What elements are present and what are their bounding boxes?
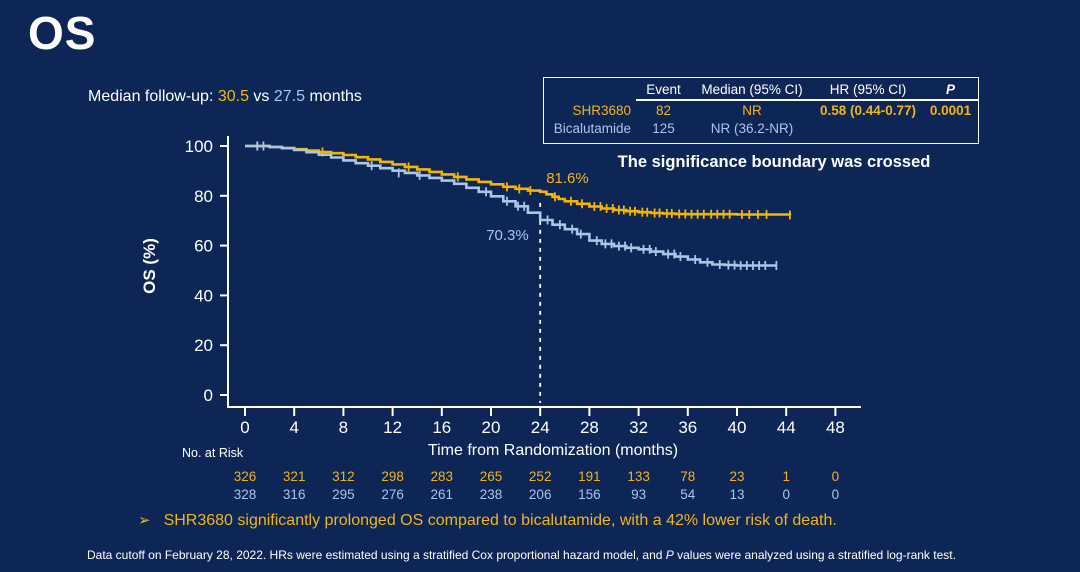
stats-event-value: 125 (652, 121, 675, 136)
svg-text:265: 265 (480, 469, 503, 484)
median-followup-line: Median follow-up: 30.5 vs 27.5 months (88, 88, 362, 106)
svg-text:8: 8 (339, 418, 348, 437)
stats-header-median: Median (95% CI) (691, 80, 813, 101)
censor-marks-shr3680 (256, 141, 791, 220)
svg-text:328: 328 (234, 487, 257, 502)
svg-text:78: 78 (680, 469, 695, 484)
stats-header-p: P (923, 80, 978, 101)
svg-text:32: 32 (629, 418, 648, 437)
stats-hr-value: 0.58 (0.44-0.77) (819, 102, 917, 118)
svg-text:321: 321 (283, 469, 306, 484)
x-axis-label: Time from Randomization (months) (428, 442, 678, 459)
median-followup-prefix: Median follow-up: (88, 88, 218, 105)
y-axis-ticks: 0 20 40 60 80 100 (185, 137, 228, 405)
svg-text:Time from Randomization (month: Time from Randomization (months) (428, 442, 678, 459)
svg-text:48: 48 (826, 418, 845, 437)
svg-text:54: 54 (680, 487, 696, 502)
at-risk-table: No. at Risk (182, 446, 244, 460)
svg-text:44: 44 (777, 418, 796, 437)
svg-text:24: 24 (531, 418, 550, 437)
svg-text:238: 238 (480, 487, 503, 502)
censor-marks-bicalutamide (256, 141, 778, 271)
stats-header-row: Event Median (95% CI) HR (95% CI) P (544, 80, 978, 101)
km-curve-shr3680 (245, 144, 792, 216)
svg-text:12: 12 (383, 418, 402, 437)
svg-text:4: 4 (289, 418, 298, 437)
significance-callout: The significance boundary was crossed (617, 153, 931, 171)
svg-text:20: 20 (194, 336, 213, 355)
x-axis-ticks: 0 4 8 12 16 20 24 28 32 36 40 44 48 (240, 407, 845, 437)
stats-row-label: Bicalutamide (553, 121, 631, 136)
median-followup-shr3680: 30.5 (217, 88, 249, 105)
svg-text:295: 295 (332, 487, 355, 502)
svg-text:16: 16 (432, 418, 451, 437)
stats-header-event: Event (636, 80, 691, 101)
median-followup-suffix: months (305, 88, 362, 105)
svg-text:93: 93 (631, 487, 646, 502)
svg-text:326: 326 (234, 469, 257, 484)
svg-text:298: 298 (381, 469, 404, 484)
svg-text:191: 191 (578, 469, 601, 484)
svg-text:28: 28 (580, 418, 599, 437)
stats-median-value: NR (742, 102, 762, 118)
svg-text:1: 1 (782, 469, 790, 484)
svg-text:0: 0 (832, 469, 840, 484)
svg-text:100: 100 (185, 137, 213, 156)
svg-text:206: 206 (529, 487, 552, 502)
svg-text:0: 0 (832, 487, 840, 502)
stats-row-bicalutamide: Bicalutamide 125 NR (36.2-NR) (544, 119, 978, 138)
median-followup-bicalutamide: 27.5 (273, 88, 306, 105)
svg-text:0: 0 (240, 418, 249, 437)
svg-text:276: 276 (381, 487, 404, 502)
conclusion-bullet: ➢ SHR3680 significantly prolonged OS comp… (138, 511, 837, 530)
footnote-part1: Data cutoff on February 28, 2022. HRs we… (87, 548, 666, 562)
svg-text:40: 40 (194, 286, 213, 305)
svg-text:316: 316 (283, 487, 306, 502)
stats-header-hr: HR (95% CI) (813, 80, 923, 101)
at-risk-row-shr3680: 326 321 312 298 283 265 252 191 133 78 23 1 0 (234, 469, 839, 484)
svg-text:261: 261 (431, 487, 454, 502)
stats-row-label: SHR3680 (572, 102, 631, 118)
at-risk-row-bicalutamide: 328 316 295 276 261 238 206 156 93 54 13 0 0 (234, 487, 839, 502)
conclusion-text: SHR3680 significantly prolonged OS compa… (163, 512, 837, 529)
km-curve-bicalutamide (245, 144, 777, 267)
footnote: Data cutoff on February 28, 2022. HRs we… (87, 548, 956, 562)
svg-text:20: 20 (482, 418, 501, 437)
svg-text:80: 80 (194, 187, 213, 206)
page-title: OS (28, 7, 97, 59)
stats-p-value: 0.0001 (929, 102, 972, 118)
y-axis-label: OS (%) (140, 238, 159, 294)
svg-text:0: 0 (204, 386, 213, 405)
svg-text:0: 0 (782, 487, 790, 502)
stats-table: Event Median (95% CI) HR (95% CI) P SHR3… (543, 77, 979, 144)
stats-median-value: NR (36.2-NR) (710, 121, 794, 136)
svg-text:252: 252 (529, 469, 552, 484)
svg-text:13: 13 (729, 487, 744, 502)
svg-text:36: 36 (678, 418, 697, 437)
svg-text:No. at Risk: No. at Risk (182, 446, 244, 460)
bullet-arrow-icon: ➢ (138, 512, 151, 529)
footnote-p-italic: P (665, 548, 674, 562)
stats-event-value: 82 (655, 102, 672, 118)
svg-text:60: 60 (194, 237, 213, 256)
axes (227, 136, 861, 408)
svg-text:133: 133 (627, 469, 650, 484)
median-followup-vs: vs (248, 88, 274, 105)
footnote-part2: values were analyzed using a stratified … (673, 548, 956, 562)
svg-text:40: 40 (728, 418, 747, 437)
svg-text:81.6%: 81.6% (546, 170, 589, 187)
svg-text:156: 156 (578, 487, 601, 502)
landmark-labels: 81.6% 70.3% (486, 170, 589, 244)
stats-row-shr3680: SHR3680 82 NR 0.58 (0.44-0.77) 0.0001 (544, 101, 978, 120)
svg-text:283: 283 (431, 469, 454, 484)
svg-text:70.3%: 70.3% (486, 227, 529, 244)
svg-text:OS (%): OS (%) (140, 238, 159, 294)
svg-text:312: 312 (332, 469, 355, 484)
svg-text:23: 23 (729, 469, 744, 484)
